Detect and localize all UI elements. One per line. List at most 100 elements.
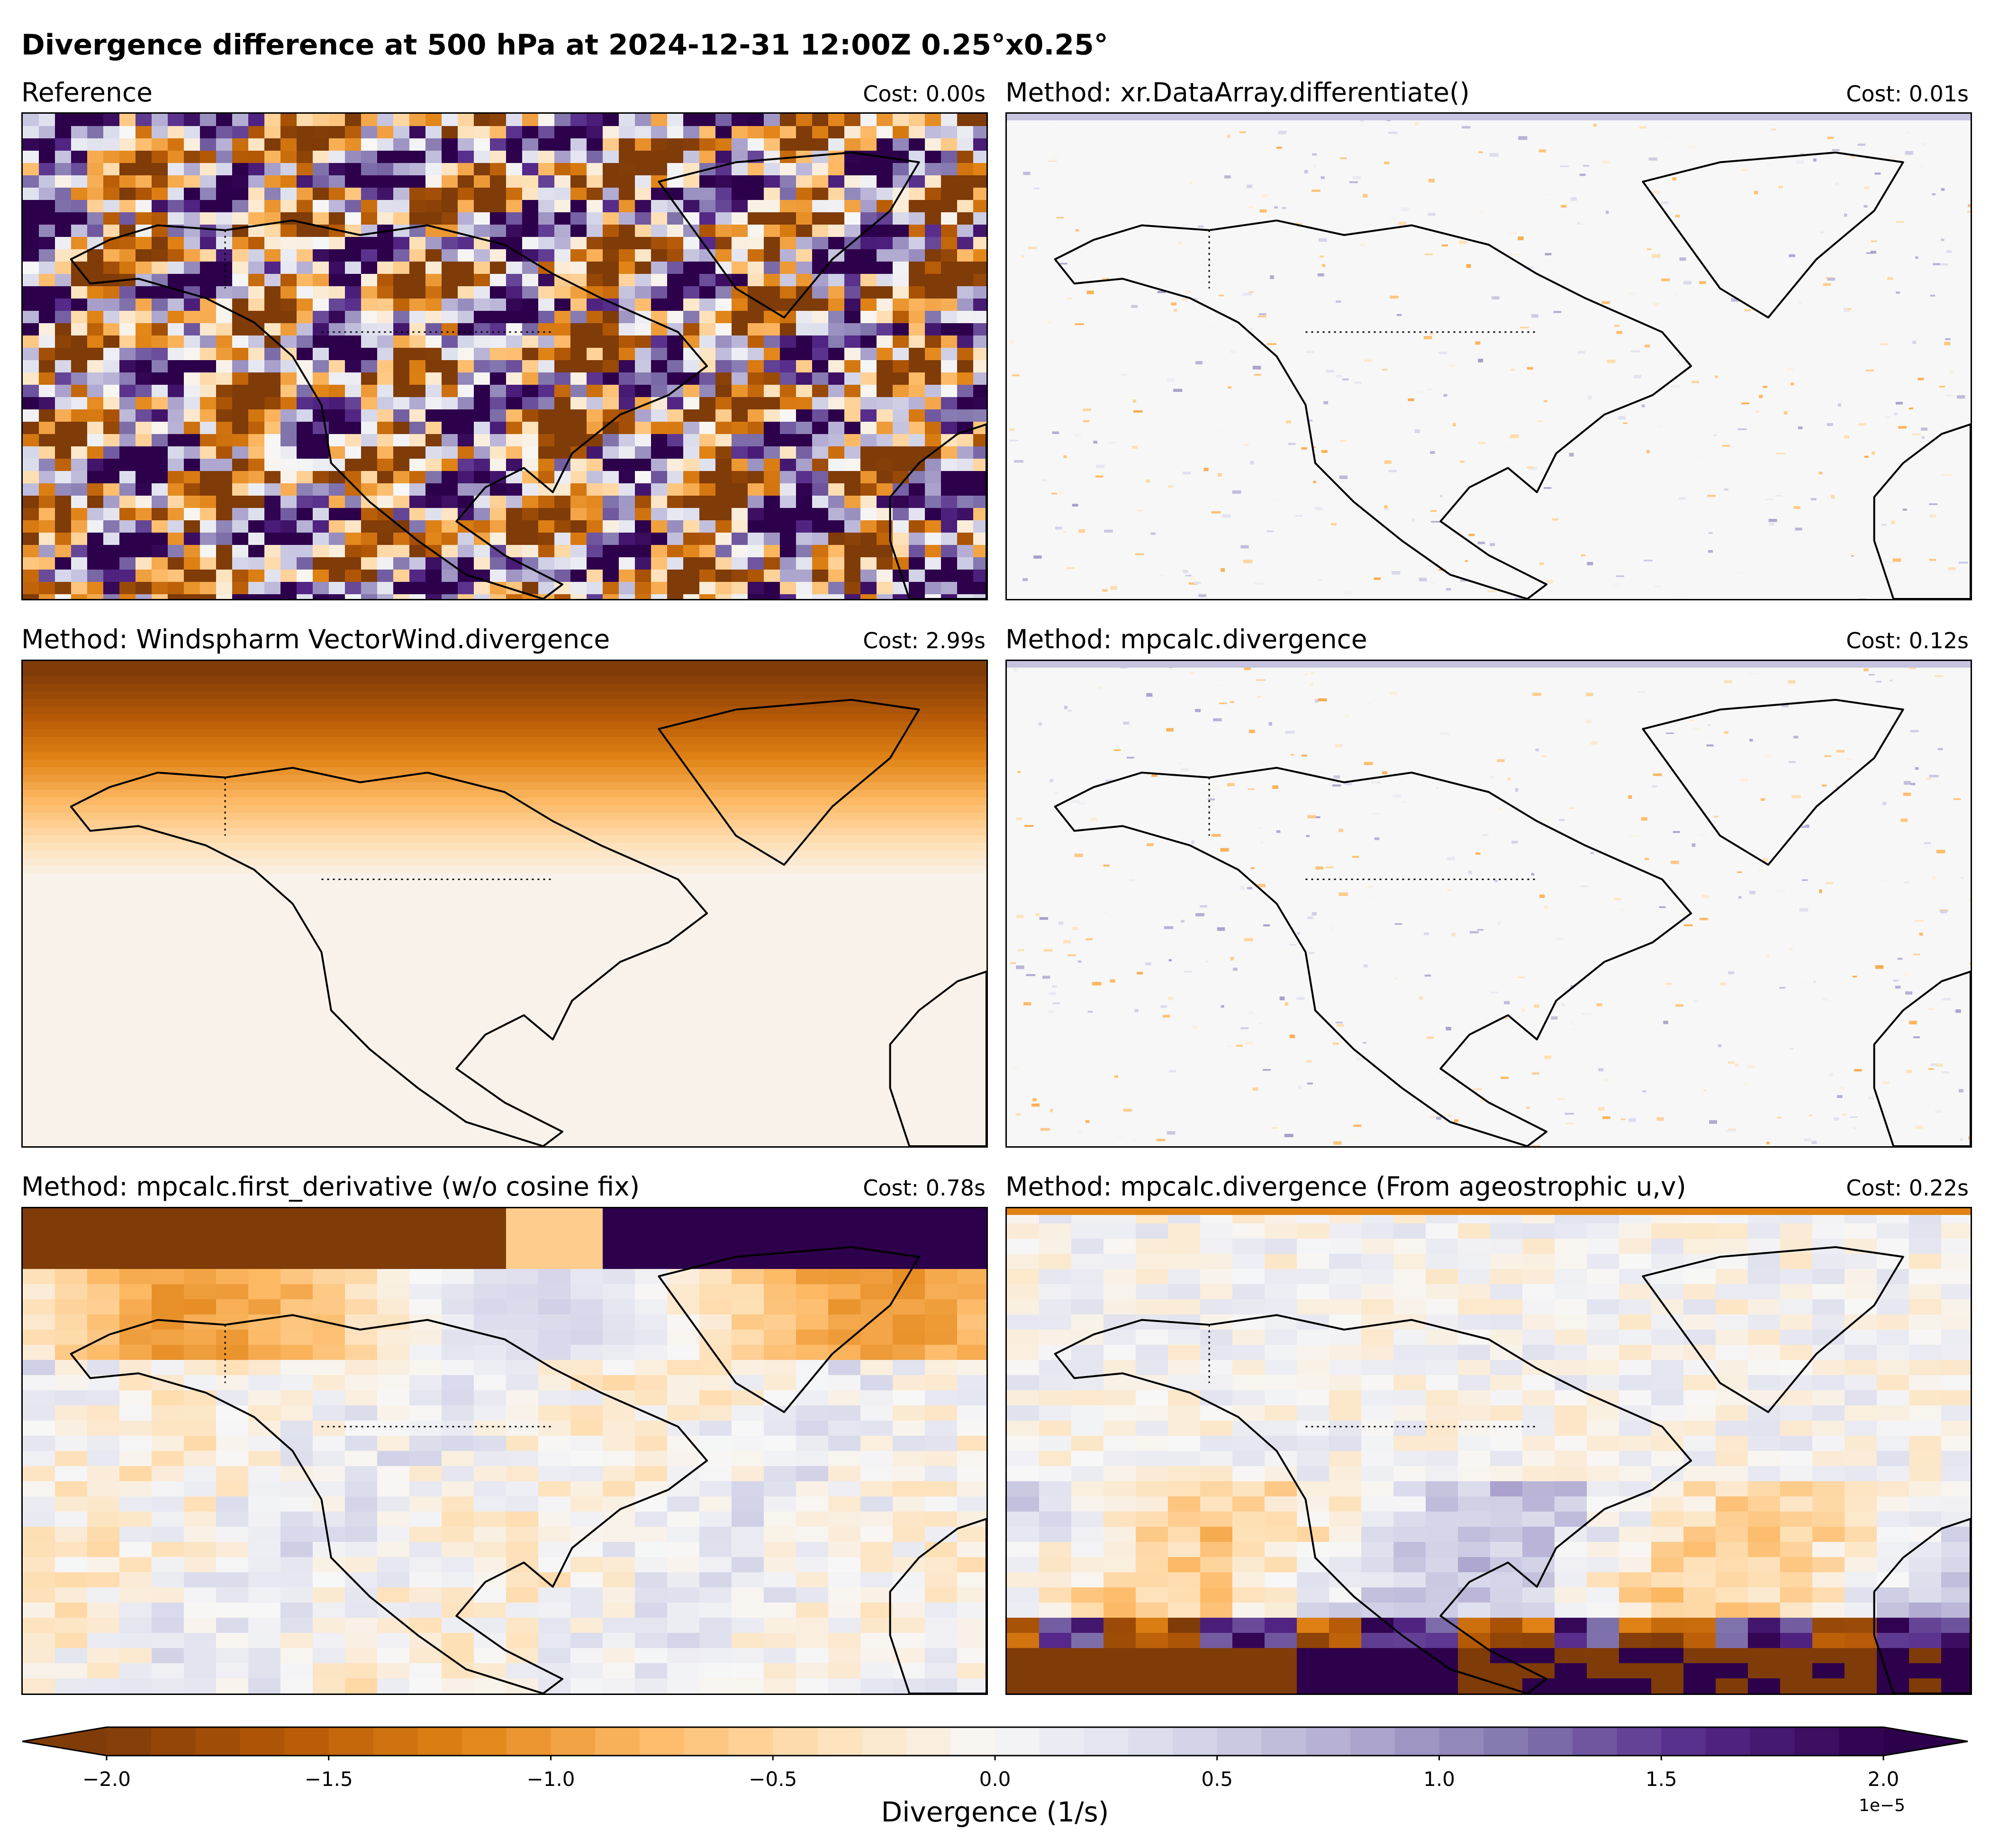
coastline-greenland — [658, 698, 920, 866]
field-cell — [377, 200, 394, 213]
field-cell — [87, 545, 104, 558]
field-cell — [490, 360, 507, 373]
field-cell — [796, 594, 813, 599]
field-cell — [280, 520, 297, 533]
field-cell — [425, 409, 442, 422]
field-cell — [377, 1572, 410, 1588]
field-cell — [345, 1542, 378, 1558]
field-cell — [635, 1557, 668, 1573]
field-cell — [361, 545, 378, 558]
field-cell — [458, 151, 474, 163]
field-cell — [87, 323, 104, 336]
panel-1-title: Reference — [21, 77, 153, 108]
field-noise — [1730, 566, 1734, 569]
field-noise — [1929, 559, 1936, 561]
field-cell — [184, 163, 200, 176]
field-noise — [1919, 165, 1924, 169]
field-noise — [1497, 759, 1505, 762]
field-cell — [1168, 1239, 1201, 1254]
field-cell — [603, 311, 619, 324]
field-cell — [1941, 1299, 1971, 1315]
field-cell — [506, 274, 523, 287]
field-cell — [1458, 1542, 1491, 1558]
field-cell — [619, 594, 635, 599]
field-cell — [313, 299, 329, 311]
field-noise — [1227, 783, 1235, 787]
field-cell — [409, 1542, 442, 1558]
field-cell — [200, 372, 217, 385]
field-noise — [1687, 145, 1696, 148]
field-cell — [329, 163, 345, 176]
field-cell — [764, 138, 780, 151]
field-cell — [699, 1633, 732, 1649]
field-cell — [893, 311, 909, 324]
field-noise — [1239, 131, 1246, 134]
field-cell — [39, 138, 55, 151]
field-cell — [699, 1269, 732, 1285]
field-cell — [538, 1284, 571, 1300]
field-cell — [425, 212, 442, 225]
field-cell — [39, 225, 55, 237]
field-noise — [1798, 301, 1803, 304]
field-cell — [909, 360, 925, 373]
field-band — [23, 760, 986, 768]
field-noise — [1307, 1082, 1313, 1085]
field-cell — [925, 212, 941, 225]
field-cell — [1587, 1466, 1619, 1482]
field-cell — [925, 397, 941, 410]
field-cell — [506, 533, 523, 545]
field-cell — [538, 151, 555, 163]
field-cell — [1490, 1284, 1523, 1300]
field-cell — [393, 385, 410, 398]
field-cell — [1651, 1345, 1684, 1360]
field-cell — [184, 1587, 217, 1603]
field-noise — [1022, 578, 1028, 581]
field-noise — [1545, 818, 1550, 821]
field-noise — [1521, 1008, 1526, 1012]
field-cell — [619, 114, 635, 127]
field-cell — [1522, 1390, 1555, 1406]
field-cell — [361, 163, 378, 176]
field-cell — [506, 446, 523, 459]
field-cell — [828, 385, 845, 398]
field-cell — [828, 1481, 861, 1497]
field-cell — [506, 1299, 539, 1315]
field-cell — [1845, 1527, 1877, 1542]
field-cell — [764, 1587, 796, 1603]
field-cell — [329, 348, 345, 361]
field-cell — [587, 557, 603, 570]
field-cell — [442, 175, 458, 188]
field-cell — [425, 249, 442, 262]
field-cell — [715, 471, 732, 484]
field-cell — [152, 545, 168, 558]
field-cell — [313, 570, 329, 582]
field-noise — [1938, 748, 1943, 751]
field-noise — [1906, 1069, 1912, 1073]
field-cell — [909, 138, 925, 151]
field-noise — [1511, 841, 1518, 844]
field-noise — [1630, 350, 1640, 353]
field-noise — [1104, 529, 1113, 533]
field-cell — [280, 1314, 313, 1330]
field-noise — [1342, 378, 1349, 380]
field-cell — [603, 1284, 635, 1300]
field-noise — [1553, 311, 1562, 313]
field-cell — [828, 175, 845, 188]
field-cell — [184, 138, 200, 151]
field-cell — [667, 434, 684, 447]
field-noise — [1507, 778, 1511, 781]
field-cell — [732, 496, 748, 508]
field-cell — [973, 520, 986, 533]
field-noise — [1940, 263, 1948, 266]
field-cell — [570, 360, 587, 373]
field-cell — [87, 299, 104, 311]
field-cell — [1071, 1405, 1104, 1421]
field-cell — [651, 212, 668, 225]
field-cell — [973, 151, 986, 163]
field-cell — [474, 188, 490, 200]
field-cell — [1651, 1527, 1684, 1542]
field-cell — [506, 409, 523, 422]
field-cell — [458, 459, 474, 471]
field-cell — [732, 1239, 764, 1254]
field-cell — [377, 212, 394, 225]
